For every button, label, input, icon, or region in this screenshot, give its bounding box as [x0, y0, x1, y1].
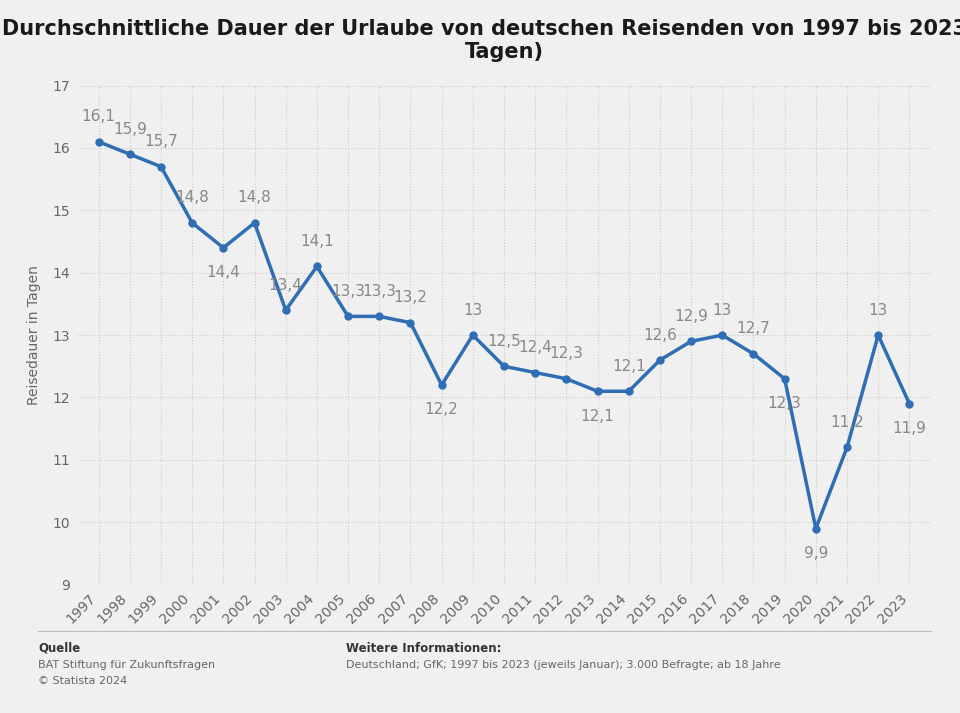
Text: 12,4: 12,4 — [518, 340, 552, 355]
Text: 12,3: 12,3 — [549, 347, 584, 361]
Text: 14,8: 14,8 — [238, 190, 272, 205]
Text: 13: 13 — [463, 302, 483, 318]
Text: 12,1: 12,1 — [612, 359, 646, 374]
Text: 12,9: 12,9 — [674, 309, 708, 324]
Y-axis label: Reisedauer in Tagen: Reisedauer in Tagen — [27, 265, 41, 405]
Text: 15,9: 15,9 — [113, 122, 147, 137]
Text: 12,2: 12,2 — [424, 402, 459, 418]
Text: BAT Stiftung für Zukunftsfragen: BAT Stiftung für Zukunftsfragen — [38, 660, 216, 670]
Text: 12,1: 12,1 — [581, 409, 614, 424]
Text: 14,4: 14,4 — [206, 265, 240, 280]
Text: 13,3: 13,3 — [331, 284, 365, 299]
Text: 13,4: 13,4 — [269, 277, 302, 293]
Text: 12,5: 12,5 — [487, 334, 521, 349]
Text: 12,6: 12,6 — [643, 327, 677, 343]
Text: 13,3: 13,3 — [362, 284, 396, 299]
Text: 11,9: 11,9 — [893, 421, 926, 436]
Text: 16,1: 16,1 — [82, 109, 115, 124]
Text: © Statista 2024: © Statista 2024 — [38, 676, 128, 686]
Text: Quelle: Quelle — [38, 642, 81, 655]
Text: 13,2: 13,2 — [394, 290, 427, 305]
Text: 9,9: 9,9 — [804, 546, 828, 561]
Text: 12,3: 12,3 — [768, 396, 802, 411]
Text: 12,7: 12,7 — [736, 322, 770, 337]
Text: 13: 13 — [869, 302, 888, 318]
Text: 13: 13 — [712, 302, 732, 318]
Text: 14,8: 14,8 — [176, 190, 209, 205]
Text: 14,1: 14,1 — [300, 234, 334, 249]
Text: 11,2: 11,2 — [830, 415, 864, 430]
Text: Weitere Informationen:: Weitere Informationen: — [346, 642, 501, 655]
Text: 15,7: 15,7 — [144, 134, 178, 149]
Text: Deutschland; GfK; 1997 bis 2023 (jeweils Januar); 3.000 Befragte; ab 18 Jahre: Deutschland; GfK; 1997 bis 2023 (jeweils… — [346, 660, 780, 670]
Title: Durchschnittliche Dauer der Urlaube von deutschen Reisenden von 1997 bis 2023 (i: Durchschnittliche Dauer der Urlaube von … — [2, 19, 960, 62]
